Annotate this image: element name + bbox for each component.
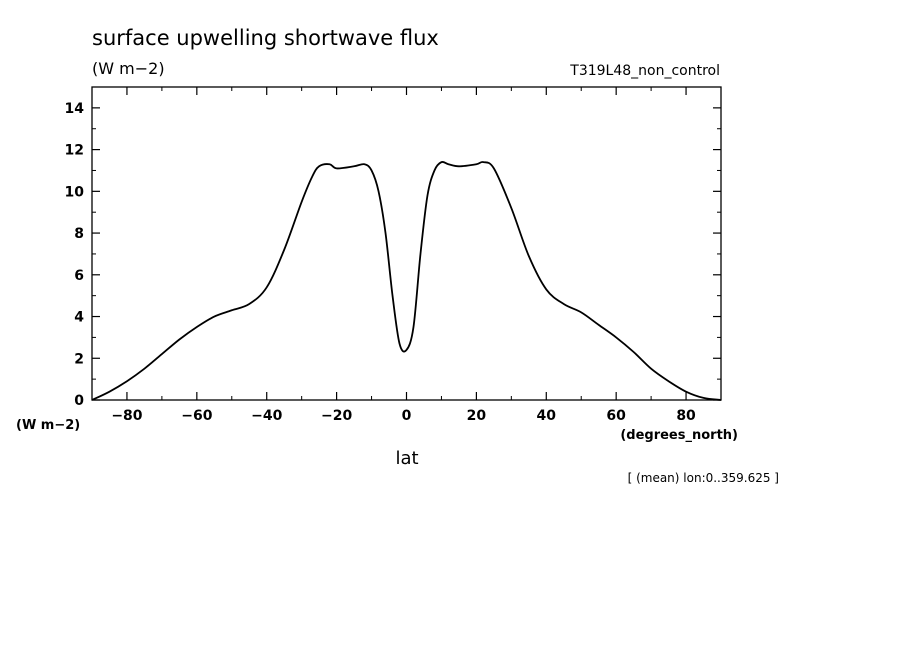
- y-tick-label: 6: [74, 268, 84, 284]
- x-tick-label: −80: [111, 408, 142, 424]
- y-tick-label: 12: [65, 143, 84, 159]
- x-tick-label: −40: [251, 408, 282, 424]
- y-tick-label: 0: [74, 393, 84, 409]
- y-tick-label: 10: [65, 184, 85, 200]
- y-tick-label: 2: [74, 351, 84, 367]
- series-line: [91, 160, 722, 401]
- run-label: T319L48_non_control: [569, 63, 720, 79]
- x-axis-units-label: (degrees_north): [620, 428, 738, 443]
- x-tick-label: 0: [402, 408, 412, 424]
- x-tick-label: 80: [676, 408, 696, 424]
- x-tick-label: 40: [537, 408, 557, 424]
- y-axis-units-label: (W m−2): [16, 418, 80, 433]
- x-tick-label: 60: [606, 408, 626, 424]
- x-tick-label: 20: [467, 408, 487, 424]
- tick-marks: [91, 86, 722, 401]
- chart-title: surface upwelling shortwave flux: [92, 26, 439, 50]
- y-tick-label: 4: [74, 310, 84, 326]
- x-tick-label: −60: [181, 408, 212, 424]
- top-units-label: (W m−2): [92, 59, 165, 78]
- y-tick-label: 14: [65, 101, 85, 117]
- plot-frame: [91, 86, 722, 401]
- y-tick-labels: 0 2 4 6 8 10 12 14: [65, 101, 85, 409]
- x-tick-label: −20: [321, 408, 352, 424]
- x-axis-label: lat: [395, 448, 418, 469]
- x-tick-labels: −80 −60 −40 −20 0 20 40 60 80: [111, 408, 696, 424]
- y-tick-label: 8: [74, 226, 84, 242]
- averaging-note: [ (mean) lon:0..359.625 ]: [628, 471, 779, 485]
